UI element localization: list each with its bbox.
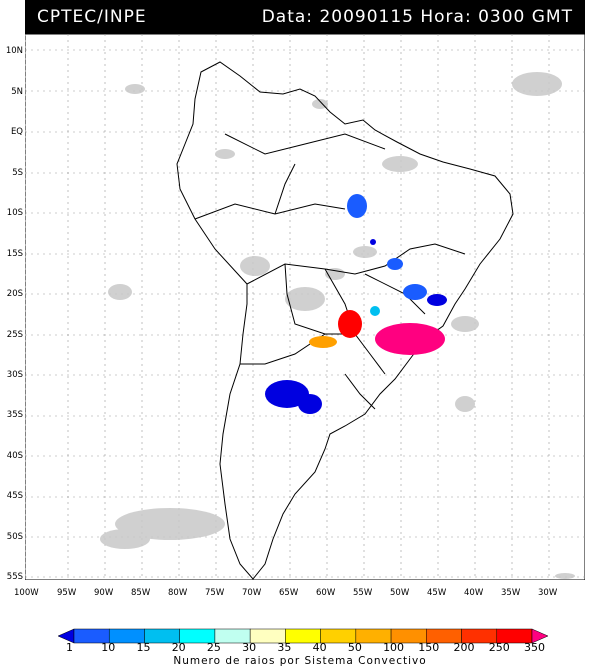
- lon-label: 45W: [427, 588, 447, 598]
- lat-label: 10N: [5, 46, 23, 56]
- legend-value: 15: [136, 641, 151, 654]
- lat-label: 55S: [6, 572, 23, 582]
- lon-label: 70W: [242, 588, 262, 598]
- legend-value: 100: [383, 641, 405, 654]
- colorbar-swatch: [531, 628, 548, 644]
- cluster-blue: [403, 284, 427, 300]
- lightning-map: [25, 34, 585, 580]
- lon-label: 60W: [316, 588, 336, 598]
- map-header: CPTEC/INPE Data: 20090115 Hora: 0300 GMT: [25, 0, 585, 34]
- source-label: CPTEC/INPE: [37, 7, 147, 27]
- grid: [25, 34, 585, 580]
- lat-label: 50S: [6, 532, 23, 542]
- lon-label: 35W: [501, 588, 521, 598]
- cluster-blue: [347, 194, 367, 218]
- lon-label: 90W: [94, 588, 114, 598]
- cluster-blue-south: [298, 394, 322, 414]
- lat-label: 30S: [6, 370, 23, 380]
- lon-label: 100W: [14, 588, 39, 598]
- lat-label: 25S: [6, 330, 23, 340]
- legend-value: 40: [312, 641, 327, 654]
- lon-label: 55W: [353, 588, 373, 598]
- cluster-blue: [370, 239, 376, 245]
- lon-label: 85W: [131, 588, 151, 598]
- lat-label: 5N: [11, 87, 23, 97]
- lat-label: 5S: [12, 168, 23, 178]
- cluster-blue-south: [265, 380, 309, 408]
- legend-colorbar: [58, 628, 548, 644]
- legend-value: 25: [206, 641, 221, 654]
- lon-label: 80W: [168, 588, 188, 598]
- date-time-label: Data: 20090115 Hora: 0300 GMT: [261, 7, 573, 27]
- cluster-orange: [309, 336, 337, 348]
- cloud-cover: [100, 72, 575, 579]
- legend-value: 35: [277, 641, 292, 654]
- lon-label: 75W: [205, 588, 225, 598]
- cluster-blue: [387, 258, 403, 270]
- lon-label: 40W: [464, 588, 484, 598]
- lon-label: 30W: [538, 588, 558, 598]
- legend-value: 20: [171, 641, 186, 654]
- legend-value: 350: [524, 641, 545, 654]
- legend-value: 1: [66, 641, 73, 654]
- legend-value: 200: [453, 641, 475, 654]
- lightning-clusters: [265, 194, 447, 414]
- lat-label: EQ: [10, 127, 23, 137]
- cluster-cyan: [370, 306, 380, 316]
- lon-label: 95W: [57, 588, 77, 598]
- legend-value: 10: [101, 641, 116, 654]
- lat-label: 40S: [6, 451, 23, 461]
- legend-value: 30: [242, 641, 257, 654]
- lat-label: 20S: [6, 289, 23, 299]
- lat-label: 35S: [6, 410, 23, 420]
- lon-label: 65W: [279, 588, 299, 598]
- cluster-blue: [427, 294, 447, 306]
- cluster-magenta: [375, 323, 445, 355]
- lat-label: 45S: [6, 491, 23, 501]
- legend-caption: Numero de raios por Sistema Convectivo: [173, 655, 427, 667]
- legend-value: 250: [488, 641, 510, 654]
- legend-value: 50: [347, 641, 362, 654]
- lat-label: 10S: [6, 208, 23, 218]
- lon-label: 50W: [390, 588, 410, 598]
- lat-label: 15S: [6, 249, 23, 259]
- legend-value: 150: [418, 641, 440, 654]
- cluster-red: [338, 310, 362, 338]
